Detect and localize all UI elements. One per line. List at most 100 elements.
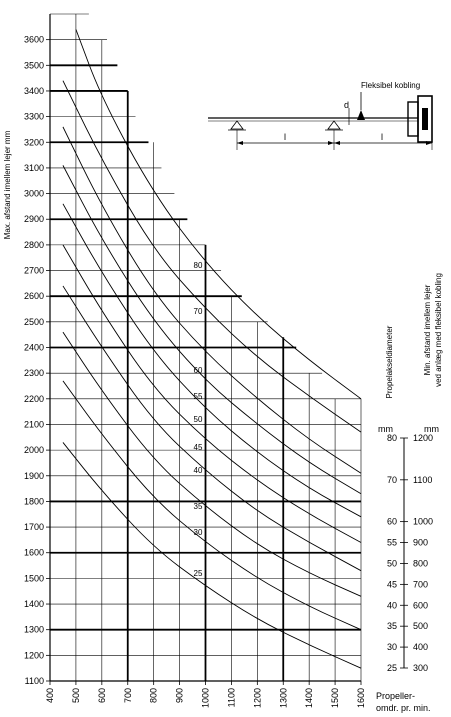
curve-80 — [75, 29, 362, 400]
right-scale: Propelakseldiameter Min. afstand imellem… — [378, 273, 443, 673]
y-tick-label-2900: 2900 — [24, 214, 44, 224]
y-tick-label-1800: 1800 — [24, 496, 44, 506]
curve-35 — [62, 331, 362, 597]
y-tick-label-1200: 1200 — [24, 650, 44, 660]
y-tick-label-2300: 2300 — [24, 368, 44, 378]
x-tick-label-1100: 1100 — [226, 688, 236, 707]
x-tick-label-500: 500 — [71, 688, 81, 703]
right-scale-title-left: Propelakseldiameter — [385, 325, 394, 398]
curve-label-50: 50 — [194, 415, 203, 424]
x-tick-label-1400: 1400 — [304, 688, 314, 708]
right-scale-distance-900: 900 — [413, 538, 428, 548]
right-scale-diameter-25: 25 — [387, 663, 397, 673]
y-tick-label-3300: 3300 — [24, 112, 44, 122]
engine-block-icon — [407, 95, 433, 143]
y-tick-label-1600: 1600 — [24, 548, 44, 558]
bearing-right-icon — [325, 120, 343, 131]
y-tick-label-3600: 3600 — [24, 35, 44, 45]
y-tick-label-1300: 1300 — [24, 625, 44, 635]
d-dim-label: d — [344, 100, 349, 110]
curve-label-45: 45 — [194, 443, 203, 452]
y-tick-label-2400: 2400 — [24, 343, 44, 353]
right-scale-diameter-60: 60 — [387, 517, 397, 527]
right-scale-title-right-1: Min. afstand imellem lejer — [423, 284, 432, 375]
curve-45 — [62, 244, 362, 543]
x-axis-label-line2: omdr. pr. min. — [376, 703, 431, 713]
y-tick-label-3500: 3500 — [24, 60, 44, 70]
curve-60 — [62, 126, 362, 474]
right-scale-diameter-50: 50 — [387, 558, 397, 568]
curve-label-80: 80 — [194, 261, 203, 270]
curve-label-60: 60 — [194, 366, 203, 375]
inset-schematic: d Fleksibel kobling l l — [208, 81, 433, 150]
y-tick-label-2200: 2200 — [24, 394, 44, 404]
l1-dim-label: l — [284, 132, 286, 142]
y-tick-label-3000: 3000 — [24, 189, 44, 199]
x-tick-label-400: 400 — [45, 688, 55, 703]
x-tick-label-700: 700 — [123, 688, 133, 703]
curve-label-55: 55 — [194, 392, 203, 401]
y-tick-label-1100: 1100 — [25, 676, 44, 686]
right-scale-distance-1100: 1100 — [413, 475, 432, 485]
right-scale-distance-800: 800 — [413, 558, 428, 568]
right-scale-diameter-40: 40 — [387, 600, 397, 610]
right-scale-unit-right: mm — [424, 424, 439, 434]
right-scale-diameter-80: 80 — [387, 433, 397, 443]
y-tick-label-1700: 1700 — [24, 522, 44, 532]
y-tick-label-2800: 2800 — [24, 240, 44, 250]
axes-layer: 1100 1200 1300 1400 1500 1600 1700 1800 1900 2000… — [24, 14, 366, 708]
l2-dim-label: l — [381, 132, 383, 142]
x-tick-label-900: 900 — [175, 688, 185, 703]
right-scale-distance-700: 700 — [413, 579, 428, 589]
x-tick-label-1200: 1200 — [252, 688, 262, 708]
curve-label-30: 30 — [194, 528, 203, 537]
curve-40 — [62, 285, 362, 572]
right-scale-diameter-70: 70 — [387, 475, 397, 485]
curve-25 — [62, 442, 362, 669]
curve-70 — [62, 80, 362, 433]
right-scale-diameter-55: 55 — [387, 538, 397, 548]
y-tick-label-2000: 2000 — [24, 445, 44, 455]
right-scale-title-right-2: ved anlæg med fleksibel kobling — [434, 273, 443, 387]
y-tick-label-3400: 3400 — [24, 86, 44, 96]
right-scale-distance-1000: 1000 — [413, 517, 433, 527]
right-scale-diameter-45: 45 — [387, 579, 397, 589]
right-scale-distance-400: 400 — [413, 642, 428, 652]
grid-layer — [50, 13, 362, 681]
right-scale-distance-1200: 1200 — [413, 433, 433, 443]
x-tick-label-800: 800 — [149, 688, 159, 703]
y-tick-label-1400: 1400 — [24, 599, 44, 609]
flexible-coupling-label: Fleksibel kobling — [361, 81, 420, 90]
right-scale-diameter-35: 35 — [387, 621, 397, 631]
curve-label-25: 25 — [194, 569, 203, 578]
x-tick-label-1300: 1300 — [278, 688, 288, 708]
coupling-marker-icon — [357, 110, 365, 120]
y-tick-label-1500: 1500 — [24, 573, 44, 583]
y-tick-label-1900: 1900 — [24, 471, 44, 481]
right-scale-distance-600: 600 — [413, 600, 428, 610]
y-axis-label: Max. afstand imellem lejer mm — [3, 130, 12, 239]
curve-55 — [62, 165, 362, 495]
right-scale-diameter-30: 30 — [387, 642, 397, 652]
bearing-left-icon — [228, 120, 246, 131]
y-tick-label-2100: 2100 — [24, 419, 44, 429]
x-axis-label-line1: Propeller- — [376, 691, 415, 701]
curve-label-70: 70 — [194, 307, 203, 316]
curve-30 — [62, 380, 362, 631]
x-tick-label-1500: 1500 — [330, 688, 340, 708]
x-tick-label-600: 600 — [97, 688, 107, 703]
y-tick-label-3200: 3200 — [24, 137, 44, 147]
curve-labels-layer: 80 70 60 55 50 45 40 35 30 25 — [194, 261, 203, 578]
x-tick-label-1600: 1600 — [356, 688, 366, 708]
y-tick-label-2500: 2500 — [24, 317, 44, 327]
right-scale-distance-500: 500 — [413, 621, 428, 631]
curve-50 — [62, 203, 362, 518]
x-tick-label-1000: 1000 — [201, 688, 211, 708]
y-tick-label-2700: 2700 — [24, 266, 44, 276]
curve-label-40: 40 — [194, 466, 203, 475]
curves-layer — [62, 29, 362, 669]
right-scale-unit-left: mm — [378, 424, 393, 434]
y-tick-label-2600: 2600 — [24, 291, 44, 301]
y-tick-label-3100: 3100 — [24, 163, 44, 173]
